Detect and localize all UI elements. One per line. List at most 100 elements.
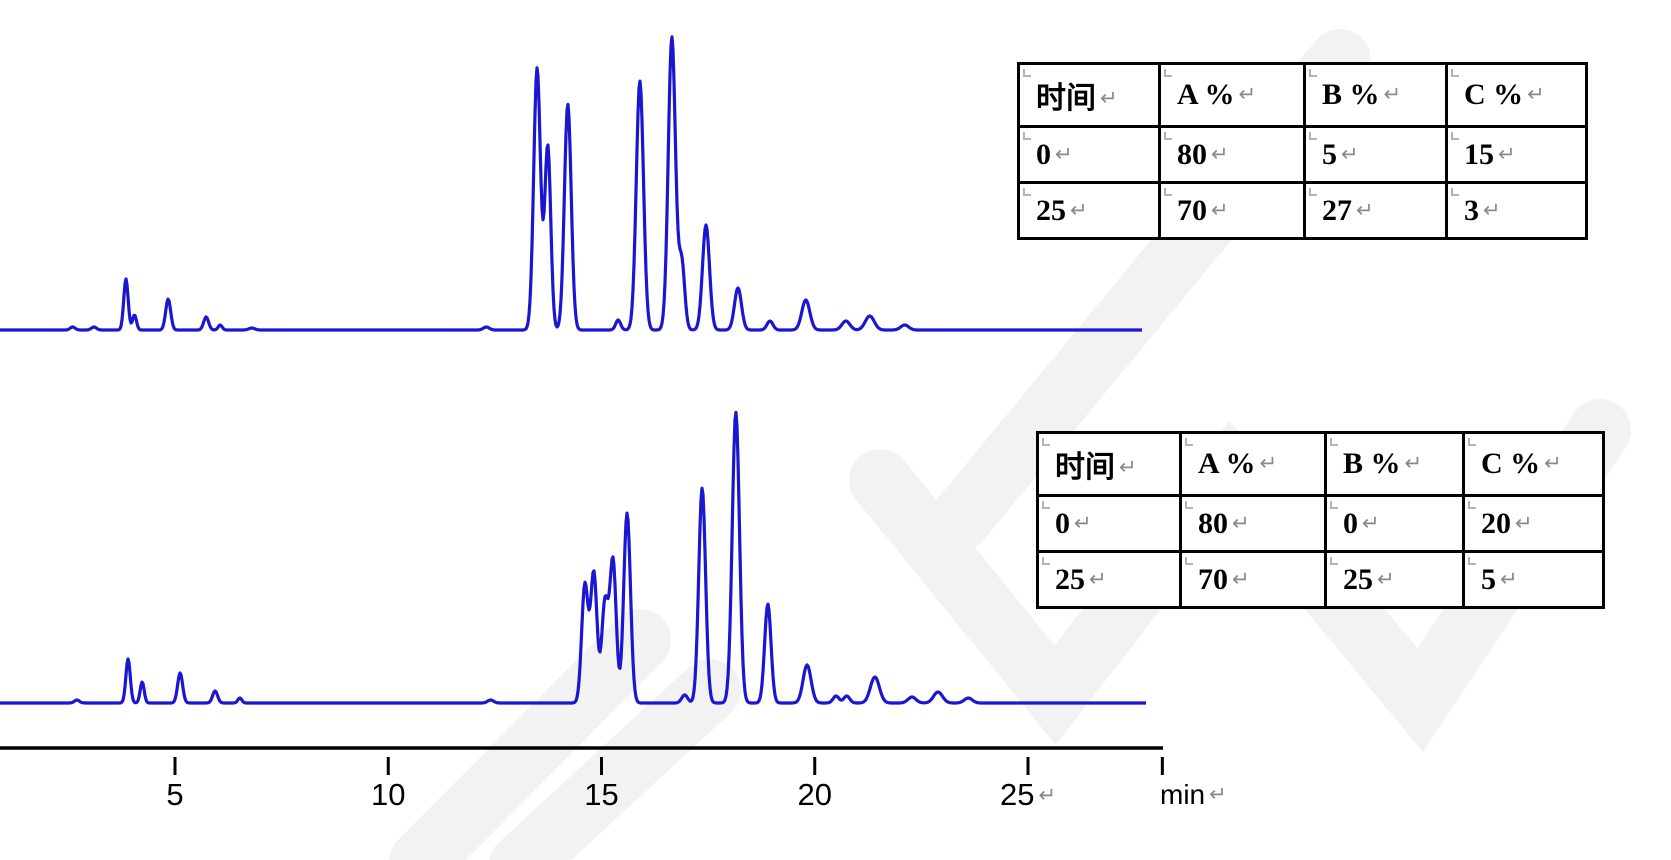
return-mark-icon: ↵	[1055, 141, 1073, 166]
cell-mark-icon	[1330, 501, 1338, 509]
axis-tick-label-text: 10	[371, 777, 406, 812]
cell-mark-icon	[1309, 188, 1317, 196]
axis-unit-text: min	[1160, 779, 1206, 810]
table-row: 25 ↵ 70 ↵ 27 ↵ 3 ↵	[1017, 181, 1588, 240]
cell-a: 70 ↵	[1179, 550, 1327, 609]
cell-a: 80 ↵	[1179, 494, 1327, 553]
cell-c: 15 ↵	[1445, 125, 1588, 184]
cell-b: 27 ↵	[1303, 181, 1448, 240]
cell-value: 3	[1464, 193, 1479, 227]
cell-mark-icon	[1164, 132, 1172, 140]
return-mark-icon: ↵	[1211, 141, 1229, 166]
header-label: C %	[1464, 78, 1524, 111]
cell-c: 3 ↵	[1445, 181, 1588, 240]
cell-time: 25 ↵	[1017, 181, 1161, 240]
cell-mark-icon	[1042, 501, 1050, 509]
table-row: 25 ↵ 70 ↵ 25 ↵ 5 ↵	[1036, 550, 1605, 609]
cell-mark-icon	[1468, 438, 1476, 446]
axis-tick-label-text: 20	[797, 777, 832, 812]
cell-b: 5 ↵	[1303, 125, 1448, 184]
return-mark-icon: ↵	[1070, 197, 1088, 222]
return-mark-icon: ↵	[1089, 566, 1107, 591]
cell-mark-icon	[1185, 557, 1193, 565]
cell-value: 5	[1481, 562, 1496, 596]
cell-mark-icon	[1330, 438, 1338, 446]
cell-mark-icon	[1309, 132, 1317, 140]
header-cell-a: A % ↵	[1179, 431, 1327, 497]
gradient-table-1: 时间 ↵ A % ↵ B % ↵ C % ↵ 0 ↵ 80 ↵ 5 ↵ 15 ↵ 25 ↵ 70 ↵…	[1017, 62, 1588, 240]
cell-time: 25 ↵	[1036, 550, 1182, 609]
header-label: B %	[1322, 78, 1380, 111]
gradient-table-2: 时间 ↵ A % ↵ B % ↵ C % ↵ 0 ↵ 80 ↵ 0 ↵ 20 ↵ 25 ↵ 70 ↵…	[1036, 431, 1605, 609]
axis-tick-label-text: 25	[999, 777, 1035, 812]
return-mark-icon: ↵	[1500, 566, 1518, 591]
cell-mark-icon	[1451, 188, 1459, 196]
table-row: 0 ↵ 80 ↵ 5 ↵ 15 ↵	[1017, 125, 1588, 184]
return-mark-icon: ↵	[1341, 141, 1359, 166]
axis-unit-label: min ↵	[1160, 779, 1227, 811]
header-cell-c: C % ↵	[1462, 431, 1605, 497]
cell-value: 0	[1343, 506, 1358, 540]
return-mark-icon: ↵	[1232, 566, 1250, 591]
cell-c: 20 ↵	[1462, 494, 1605, 553]
return-mark-icon: ↵	[1119, 455, 1137, 479]
return-mark-icon: ↵	[1038, 783, 1057, 807]
cell-a: 80 ↵	[1158, 125, 1306, 184]
table-row: 时间 ↵ A % ↵ B % ↵ C % ↵	[1036, 431, 1605, 497]
time-axis	[0, 746, 1164, 775]
return-mark-icon: ↵	[1515, 510, 1533, 535]
header-label: B %	[1343, 447, 1401, 480]
axis-tick-label: 20	[797, 777, 832, 812]
cell-mark-icon	[1185, 501, 1193, 509]
cell-mark-icon	[1023, 188, 1031, 196]
cell-value: 25	[1343, 562, 1373, 596]
header-cell-b: B % ↵	[1303, 62, 1448, 128]
return-mark-icon: ↵	[1211, 197, 1229, 222]
cell-mark-icon	[1309, 69, 1317, 77]
header-label: 时间	[1036, 82, 1096, 115]
axis-tick-label-text: 15	[584, 777, 619, 812]
header-cell-time: 时间 ↵	[1017, 62, 1161, 128]
cell-mark-icon	[1330, 557, 1338, 565]
cell-mark-icon	[1185, 438, 1193, 446]
cell-mark-icon	[1451, 69, 1459, 77]
return-mark-icon: ↵	[1527, 82, 1545, 106]
table-row: 时间 ↵ A % ↵ B % ↵ C % ↵	[1017, 62, 1588, 128]
return-mark-icon: ↵	[1209, 782, 1227, 806]
header-label: 时间	[1055, 451, 1115, 484]
cell-value: 27	[1322, 193, 1352, 227]
header-cell-time: 时间 ↵	[1036, 431, 1182, 497]
return-mark-icon: ↵	[1483, 197, 1501, 222]
cell-mark-icon	[1023, 69, 1031, 77]
axis-tick-label: 5	[166, 777, 184, 812]
cell-mark-icon	[1042, 438, 1050, 446]
cell-b: 25 ↵	[1324, 550, 1465, 609]
return-mark-icon: ↵	[1383, 82, 1402, 106]
cell-mark-icon	[1042, 557, 1050, 565]
cell-value: 20	[1481, 506, 1511, 540]
return-mark-icon: ↵	[1362, 510, 1380, 535]
header-cell-c: C % ↵	[1445, 62, 1588, 128]
cell-time: 0 ↵	[1017, 125, 1161, 184]
header-cell-a: A % ↵	[1158, 62, 1306, 128]
return-mark-icon: ↵	[1404, 451, 1423, 475]
cell-mark-icon	[1164, 188, 1172, 196]
axis-tick-label-text: 5	[166, 777, 184, 812]
header-label: C %	[1481, 447, 1541, 480]
return-mark-icon: ↵	[1238, 82, 1257, 106]
cell-value: 25	[1036, 193, 1066, 227]
cell-value: 80	[1177, 137, 1207, 171]
return-mark-icon: ↵	[1100, 86, 1118, 110]
cell-value: 70	[1198, 562, 1228, 596]
cell-a: 70 ↵	[1158, 181, 1306, 240]
cell-value: 80	[1198, 506, 1228, 540]
cell-value: 0	[1055, 506, 1070, 540]
chromatogram-trace-1	[0, 35, 1143, 332]
cell-mark-icon	[1023, 132, 1031, 140]
cell-value: 0	[1036, 137, 1051, 171]
cell-value: 5	[1322, 137, 1337, 171]
axis-tick-label: 25 ↵	[999, 777, 1057, 812]
table-row: 0 ↵ 80 ↵ 0 ↵ 20 ↵	[1036, 494, 1605, 553]
chromatogram-traces	[0, 35, 1147, 705]
